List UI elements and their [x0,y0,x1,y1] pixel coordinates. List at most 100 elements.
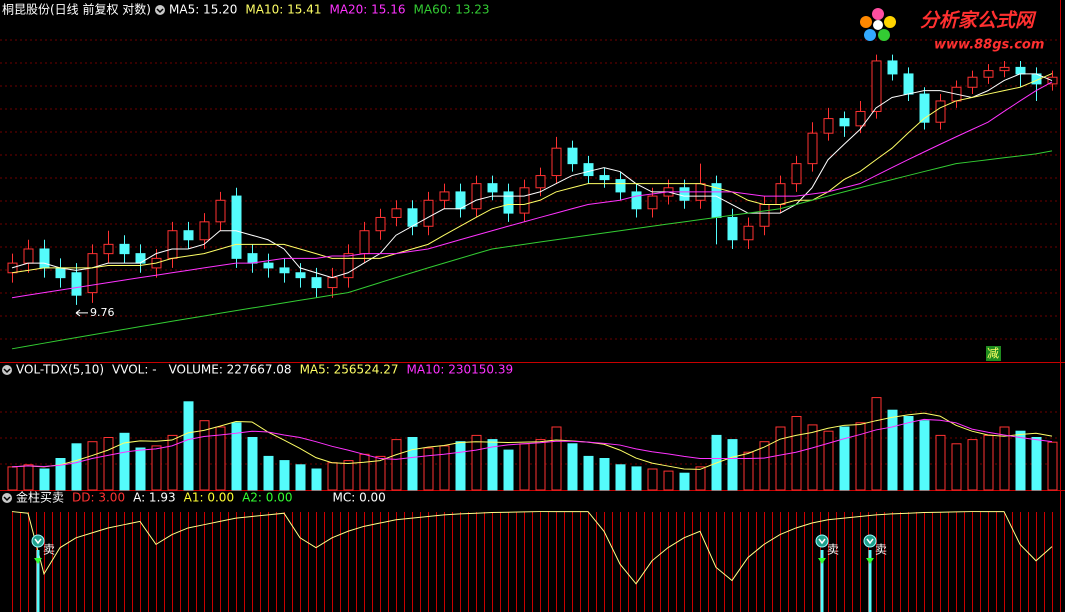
volume-bar [775,426,786,491]
volume-bar [39,468,50,491]
candle-body [567,147,578,165]
volume-bar [167,434,178,491]
legend-item: A2: 0.00 [242,491,292,505]
candle-body [359,230,370,255]
signal-bar [868,550,872,612]
volume-bar [247,437,258,491]
candle-body [759,204,770,227]
volume-bar [311,468,322,491]
volume-bar [839,426,850,491]
volume-bar [631,466,642,491]
volume-bar [823,430,834,491]
candle-body [71,272,82,296]
candle-body [727,216,738,241]
volume-bar [295,464,306,491]
candle-body [871,60,882,112]
volume-bar [967,439,978,491]
legend-item: A: 1.93 [133,491,176,505]
volume-bar [343,460,354,491]
volume-bar [519,443,530,491]
volume-bar [535,439,546,491]
candle-body [775,183,786,206]
signal-label: 卖 [875,543,887,557]
indicator-line [11,511,1053,585]
volume-bar [871,397,882,491]
candle-body [503,191,514,214]
ma-line [11,150,1053,350]
legend-item: MA20: 15.16 [329,3,405,17]
candle-body [487,183,498,193]
candle-body [295,272,306,279]
volume-bar [375,455,386,491]
logo-name: 分析家公式网 [920,10,1037,32]
volume-bar [951,443,962,491]
volume-bar [743,451,754,491]
legend-item: MA10: 230150.39 [407,363,514,377]
low-arrow [75,309,88,317]
signal-icon-arrow [818,538,826,545]
legend-item: A1: 0.00 [184,491,234,505]
volume-bar [1015,430,1026,491]
candle-body [791,163,802,185]
volume-bar [183,401,194,491]
volume-bars [7,397,1058,491]
candle-body [823,118,834,134]
volume-bar [695,466,706,491]
volume-bar [567,443,578,491]
volume-bar [1031,437,1042,491]
candle-body [423,199,434,227]
signal-arrow [866,558,874,564]
volume-ma-line [11,418,1053,468]
volume-bar [103,437,114,491]
volume-bar [391,439,402,491]
menu-icon [2,365,12,375]
volume-bar [71,443,82,491]
indicator-name: 金柱买卖 [16,490,64,505]
volume-ma-line [11,412,1053,470]
volume-bar [439,445,450,491]
candle-body [967,76,978,88]
volume-bar [983,434,994,491]
candle-body [1047,76,1058,85]
signal-bar [36,550,40,612]
volume-bar [647,468,658,491]
legend-item: MA5: 15.20 [169,3,237,17]
volume-bar [935,434,946,491]
candle-body [103,243,114,255]
volume-bar [855,422,866,491]
candle-body [647,195,658,210]
candle-body [679,187,690,201]
chart-title: 桐昆股份(日线 前复权 对数) [2,2,151,17]
signal-icon [863,534,877,548]
volume-bar [327,462,338,491]
candle-body [855,110,866,127]
volume-bar [199,420,210,491]
candle-body [743,225,754,241]
indicator-name: VOL-TDX(5,10) [16,363,104,377]
candle-body [135,253,146,264]
candle-body [167,230,178,259]
badge: 减 [987,347,999,361]
candle-body [807,132,818,165]
candle-body [439,191,450,201]
signal-arrow [34,558,42,564]
candle-body [839,118,850,127]
candle-body [375,216,386,232]
low-annotation: 9.76 [90,306,115,319]
candle-body [247,253,258,264]
candle-body [471,183,482,210]
volume-bar [279,460,290,491]
volume-bar [759,441,770,491]
signal-icon [815,534,829,548]
signal-icon-arrow [866,538,874,545]
menu-icon [155,5,165,15]
candle-body [935,100,946,123]
signal-icon-arrow [34,538,42,545]
candle-body [23,248,34,264]
menu-icon-arrow [156,8,164,14]
volume-bar [471,434,482,491]
volume-bar [1047,441,1058,491]
volume-bar [551,426,562,491]
